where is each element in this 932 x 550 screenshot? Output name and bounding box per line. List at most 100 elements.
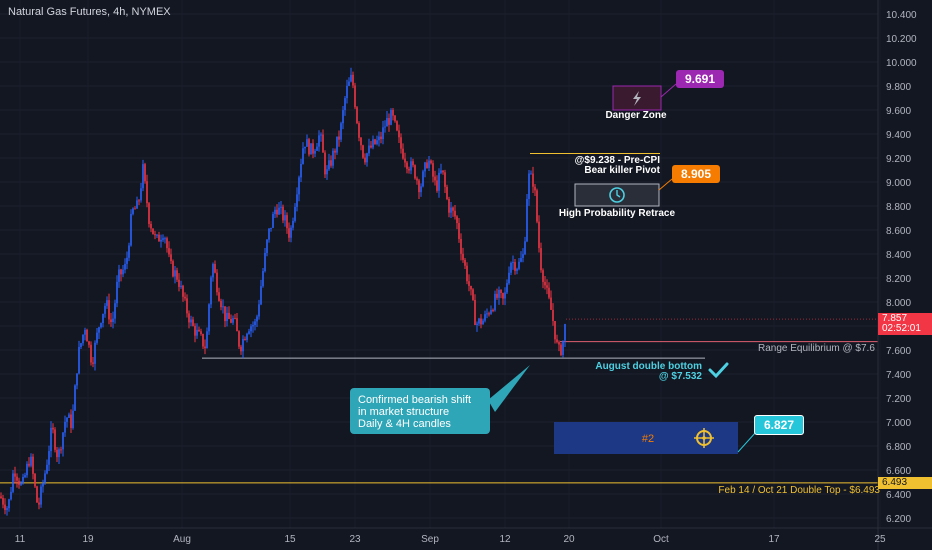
candle-body [190, 319, 192, 323]
candle-body [366, 153, 368, 163]
candle-body [70, 414, 72, 428]
candle-body [446, 186, 448, 199]
candle-body [48, 451, 50, 465]
candle-body [312, 143, 314, 154]
candle-body [374, 139, 376, 144]
candle-body [66, 417, 68, 422]
candle-body [38, 502, 40, 505]
candle-body [84, 329, 86, 335]
candle-body [242, 339, 244, 352]
candle-body [134, 208, 136, 210]
candle-body [420, 186, 422, 193]
y-tick-label: 8.600 [886, 226, 911, 237]
candle-body [542, 270, 544, 282]
y-tick-label: 6.400 [886, 490, 911, 501]
candle-body [384, 126, 386, 128]
candle-body [398, 130, 400, 138]
checkmark-icon [708, 362, 729, 379]
candle-body [182, 285, 184, 297]
candle-body [330, 160, 332, 166]
candle-body [540, 248, 542, 271]
candle-body [258, 304, 260, 317]
candle-body [244, 339, 246, 341]
candle-body [186, 298, 188, 314]
candle-body [112, 318, 114, 323]
candle-body [508, 272, 510, 284]
candle-body [158, 234, 160, 242]
candle-body [452, 207, 454, 211]
y-tick-label: 9.600 [886, 106, 911, 117]
pivot-line2: Bear killer Pivot [584, 165, 660, 176]
candle-body [82, 334, 84, 344]
candle-body [406, 162, 408, 169]
candle-body [368, 145, 370, 154]
candle-body [424, 162, 426, 172]
candle-body [300, 163, 302, 178]
x-tick-label: 15 [284, 534, 296, 545]
candle-body [536, 190, 538, 222]
chart-grid [0, 13, 878, 519]
candle-body [170, 254, 172, 262]
candle-body [520, 257, 522, 262]
y-tick-label: 9.400 [886, 130, 911, 141]
candle-body [530, 173, 532, 175]
x-tick-label: 19 [82, 534, 94, 545]
candle-body [46, 464, 48, 474]
candle-body [438, 172, 440, 191]
candle-body [428, 160, 430, 168]
countdown-value: 02:52:01 [882, 323, 921, 334]
candle-body [198, 329, 200, 332]
x-tick-label: 11 [15, 534, 26, 545]
candle-body [548, 287, 550, 298]
candle-body [124, 263, 126, 270]
candle-body [434, 176, 436, 181]
candle-body [364, 157, 366, 163]
candle-body [402, 148, 404, 159]
candle-body [232, 318, 234, 323]
candle-body [42, 482, 44, 487]
y-tick-label: 7.000 [886, 418, 911, 429]
candle-body [498, 289, 500, 298]
candle-body [72, 410, 74, 428]
candle-body [318, 135, 320, 147]
x-tick-label: 25 [874, 534, 886, 545]
current-price-badge: 7.857 02:52:01 [878, 313, 932, 335]
candle-body [132, 208, 134, 214]
candle-body [172, 261, 174, 277]
candle-body [426, 162, 428, 168]
candle-body [270, 227, 272, 229]
candle-body [488, 313, 490, 315]
candle-body [230, 318, 232, 323]
candle-body [480, 318, 482, 325]
candle-body [514, 262, 516, 271]
candle-body [386, 118, 388, 127]
candle-body [194, 325, 196, 336]
candle-body [184, 296, 186, 299]
candle-body [196, 329, 198, 336]
candle-body [106, 300, 108, 306]
candle-body [486, 313, 488, 315]
candle-body [118, 269, 120, 282]
candle-body [26, 463, 28, 476]
candle-body [30, 456, 32, 466]
candle-body [268, 228, 270, 240]
candle-body [52, 427, 54, 430]
candle-body [278, 207, 280, 215]
candle-body [226, 312, 228, 322]
candle-body [156, 234, 158, 236]
y-axis: 10.400 10.200 10.000 9.800 9.600 9.400 9.200 9.… [877, 0, 917, 550]
y-tick-label: 10.400 [886, 10, 917, 21]
candle-body [336, 136, 338, 153]
candle-body [360, 137, 362, 146]
candle-body [92, 362, 94, 364]
candle-body [164, 238, 166, 240]
candle-body [20, 482, 22, 485]
candle-body [192, 319, 194, 326]
candle-body [206, 331, 208, 349]
candle-body [50, 427, 52, 452]
candle-body [122, 269, 124, 275]
x-tick-label: Oct [653, 534, 669, 545]
candle-body [456, 216, 458, 224]
candle-body [504, 292, 506, 299]
